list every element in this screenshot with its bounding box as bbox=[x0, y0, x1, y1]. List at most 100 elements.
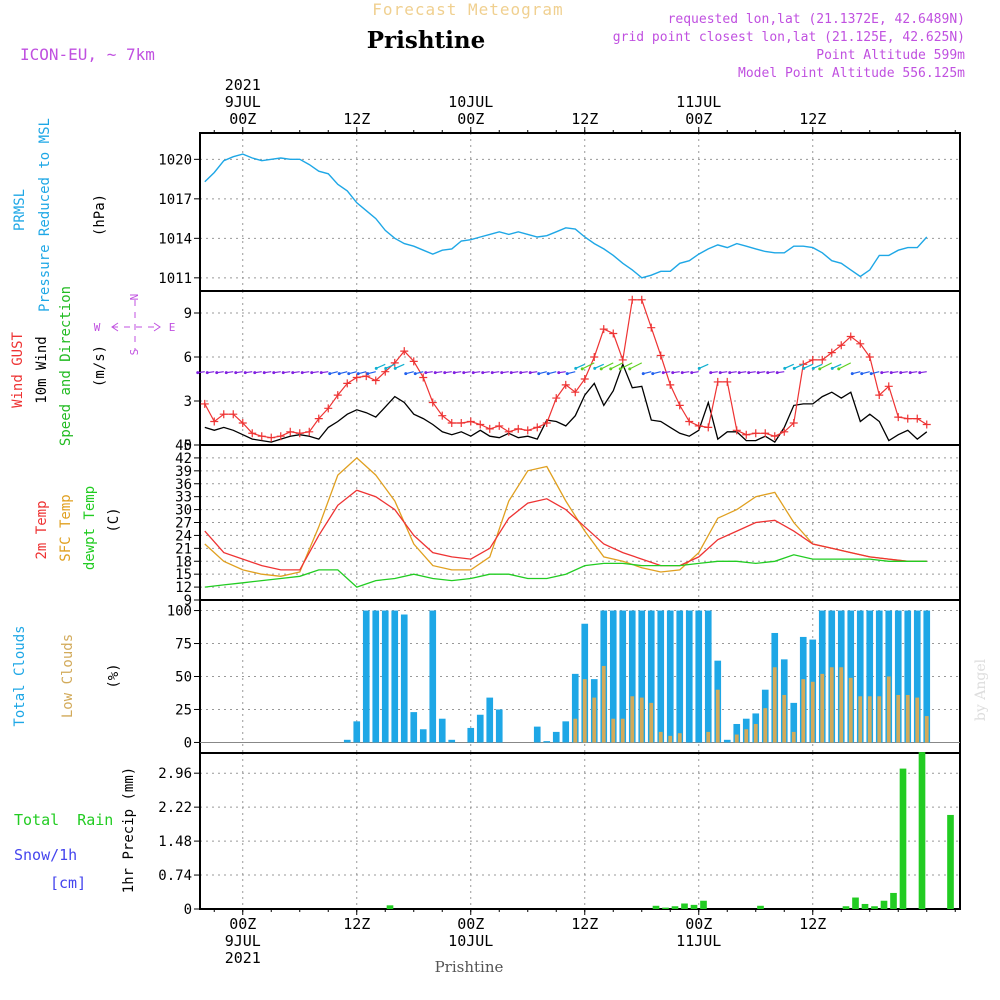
low-cloud-bar bbox=[905, 694, 910, 743]
total-cloud-bar bbox=[894, 610, 902, 743]
low-cloud-bar bbox=[582, 679, 587, 743]
low-cloud-bar bbox=[791, 731, 796, 743]
wind-arrow bbox=[832, 363, 842, 369]
y-tick-label: 1011 bbox=[158, 271, 192, 287]
total-cloud-bar bbox=[723, 739, 731, 743]
low-cloud-bar bbox=[658, 731, 663, 743]
top-time-label: 11JUL bbox=[676, 93, 721, 111]
compass-e-arrow bbox=[153, 322, 161, 332]
wind-arrow-head bbox=[869, 372, 873, 376]
low-cloud-bar bbox=[877, 696, 882, 743]
gust-marker bbox=[438, 411, 447, 420]
wind-direction-arrows bbox=[196, 362, 927, 376]
total-cloud-bar bbox=[391, 610, 399, 743]
gust-marker bbox=[333, 391, 342, 400]
rain-label: Total Rain bbox=[14, 811, 113, 829]
total-cloud-bar bbox=[353, 721, 361, 743]
y-tick-label: 0 bbox=[184, 438, 192, 454]
watermark: by Angel bbox=[973, 658, 989, 721]
total-cloud-bar bbox=[495, 709, 503, 743]
gust-marker bbox=[514, 424, 523, 433]
y-tick-label: 24 bbox=[175, 528, 192, 544]
wind-arrow-head bbox=[413, 372, 417, 376]
wind-arrow-head bbox=[766, 371, 770, 375]
y-tick-label: 18 bbox=[175, 554, 192, 570]
y-tick-label: 50 bbox=[175, 670, 192, 686]
low-cloud-bar bbox=[782, 694, 787, 743]
gust-marker bbox=[846, 332, 855, 341]
gust-marker bbox=[371, 376, 380, 385]
gust-marker bbox=[656, 351, 665, 360]
wind-arrow-head bbox=[490, 371, 494, 375]
low-cloud-bar bbox=[601, 665, 606, 743]
wind-arrow bbox=[376, 363, 386, 369]
wind-arrow-head bbox=[899, 371, 903, 375]
gust-marker bbox=[827, 348, 836, 357]
panel-frame bbox=[199, 752, 961, 910]
rain-bar bbox=[671, 906, 679, 909]
gust-marker bbox=[818, 355, 827, 364]
wind-arrow-head bbox=[830, 366, 834, 370]
gust-marker bbox=[884, 382, 893, 391]
bottom-time-label: 00Z bbox=[457, 915, 484, 933]
gust-marker bbox=[495, 421, 504, 430]
bottom-time-label: 12Z bbox=[799, 915, 826, 933]
low-cloud-bar bbox=[915, 697, 920, 743]
wind-arrow-head bbox=[281, 371, 285, 375]
gust-marker bbox=[466, 417, 475, 426]
gust-marker bbox=[457, 419, 466, 427]
total-cloud-bar bbox=[343, 739, 351, 743]
snow-unit-label: [cm] bbox=[50, 874, 86, 892]
wind-arrow-head bbox=[574, 366, 578, 370]
bottom-time-label: 2021 bbox=[225, 949, 261, 967]
low-cloud-bar bbox=[867, 696, 872, 743]
gust-marker bbox=[485, 424, 494, 433]
pressure-labels: PRMSL Pressure Reduced to MSL (hPa) bbox=[12, 118, 108, 312]
bottom-time-label: 10JUL bbox=[448, 932, 493, 950]
low-cloud-bar bbox=[829, 667, 834, 743]
gust-marker bbox=[761, 429, 770, 438]
wind-arrow-head bbox=[537, 372, 541, 376]
gust-marker bbox=[257, 432, 266, 441]
gust-marker bbox=[561, 380, 570, 389]
y-tick-label: 30 bbox=[175, 503, 192, 519]
gust-marker bbox=[599, 325, 608, 334]
gust-marker bbox=[628, 295, 637, 304]
wind-arrow bbox=[784, 363, 794, 369]
gust-marker bbox=[685, 417, 694, 426]
gust-label: Wind GUST bbox=[10, 332, 26, 408]
wind-arrow-head bbox=[850, 372, 854, 376]
low-cloud-bar bbox=[630, 696, 635, 743]
gust-marker bbox=[571, 388, 580, 397]
low-cloud-bar bbox=[924, 716, 929, 743]
wind-arrow bbox=[699, 363, 709, 369]
model-label: ICON-EU, ~ 7km bbox=[20, 45, 155, 64]
wind-arrow bbox=[803, 363, 813, 369]
y-tick-label: 21 bbox=[175, 541, 192, 557]
low-cloud-bar bbox=[744, 729, 749, 743]
gust-marker bbox=[590, 353, 599, 361]
total-cloud-bar bbox=[571, 673, 579, 743]
y-tick-label: 27 bbox=[175, 516, 192, 532]
gust-marker bbox=[922, 420, 931, 429]
y-tick-label: 45 bbox=[175, 438, 192, 454]
gust-marker bbox=[523, 426, 532, 435]
wind-arrow-head bbox=[347, 372, 351, 376]
wind-arrow-head bbox=[337, 372, 341, 376]
gust-marker bbox=[343, 379, 352, 388]
wind-arrow-head bbox=[310, 371, 314, 375]
total-cloud-bar bbox=[733, 723, 741, 743]
gust-marker bbox=[751, 429, 760, 438]
top-time-label: 00Z bbox=[457, 110, 484, 128]
wind-arrow bbox=[819, 362, 833, 370]
bottom-time-label: 00Z bbox=[229, 915, 256, 933]
rain-bar bbox=[890, 892, 897, 909]
wind-arrow-head bbox=[690, 371, 694, 375]
wind-arrow bbox=[794, 363, 804, 369]
y-tick-label: 2.96 bbox=[158, 766, 192, 782]
low-cloud-bar bbox=[839, 667, 844, 743]
low-cloud-bar bbox=[858, 696, 863, 743]
gust-marker bbox=[542, 419, 551, 427]
